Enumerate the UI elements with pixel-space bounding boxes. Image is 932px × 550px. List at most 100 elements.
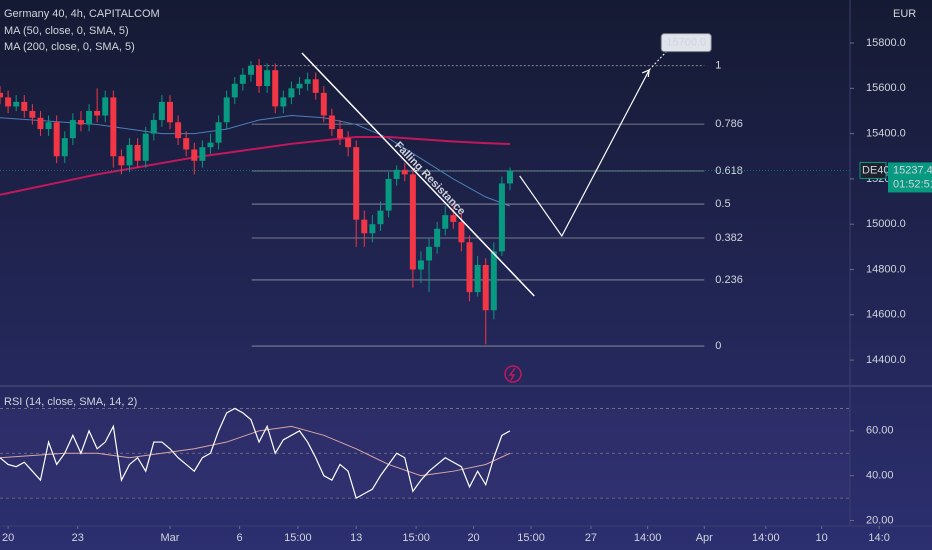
y-tick-label: 14800.0 — [866, 263, 906, 275]
x-tick-label: 14:00 — [634, 532, 662, 544]
x-tick-label: 27 — [585, 532, 597, 544]
candle-body — [442, 215, 449, 229]
y-tick-label: 14600.0 — [866, 309, 906, 321]
candle-body — [102, 97, 109, 116]
candle-body — [507, 170, 513, 184]
symbol-label: DE40 — [862, 164, 890, 176]
candle-body — [45, 122, 52, 130]
fib-label: 0.236 — [715, 274, 743, 286]
fib-label: 0.786 — [715, 118, 743, 130]
candle-body — [239, 74, 246, 84]
callout-box — [660, 33, 712, 53]
candle-body — [77, 120, 84, 125]
chart-title: Germany 40, 4h, CAPITALCOM — [4, 8, 160, 20]
candle-body — [126, 144, 133, 166]
candle-body — [401, 169, 408, 175]
candle-body — [191, 149, 198, 161]
projection — [519, 69, 650, 238]
alert-icon[interactable] — [504, 365, 522, 383]
countdown-label: 01:52:51 — [893, 178, 932, 190]
y-tick-label: 60.00 — [866, 425, 894, 437]
candle-body — [223, 97, 230, 123]
candle-body — [482, 264, 489, 311]
candle-body — [304, 79, 311, 84]
y-tick-label: 14400.0 — [866, 354, 906, 366]
indicator-label: MA (200, close, 0, SMA, 5) — [4, 41, 135, 53]
candle-body — [345, 138, 352, 148]
candle-body — [61, 138, 68, 157]
y-tick-label: 15600.0 — [866, 82, 906, 94]
rsi-line — [0, 407, 511, 499]
x-tick-label: Apr — [696, 532, 713, 544]
callout-connector — [648, 50, 668, 71]
candle-body — [490, 251, 497, 311]
x-tick-label: 15:00 — [517, 532, 545, 544]
candle-body — [37, 117, 44, 130]
x-tick-label: 6 — [237, 532, 243, 544]
candle-body — [353, 147, 360, 220]
candle-body — [385, 178, 392, 211]
candle-body — [183, 138, 190, 150]
price-tag — [888, 162, 932, 193]
candle-body — [466, 242, 473, 293]
x-tick-label: Mar — [161, 532, 180, 544]
x-tick-label: 10 — [816, 532, 828, 544]
x-tick-label: 14:0 — [868, 532, 889, 544]
candle-body — [320, 92, 327, 116]
candle-body — [417, 260, 424, 270]
candle-body — [264, 70, 271, 87]
indicator-label: MA (50, close, 0, SMA, 5) — [4, 25, 129, 37]
candle-body — [142, 133, 149, 161]
x-tick-label: 15:00 — [284, 532, 312, 544]
candle-body — [328, 115, 335, 130]
candle-body — [426, 246, 433, 261]
symbol-tag — [859, 161, 887, 179]
candle-body — [369, 224, 376, 234]
y-tick-label: 15800.0 — [866, 37, 906, 49]
x-tick-label: 20 — [467, 532, 479, 544]
price-label: 15237.4 — [893, 164, 932, 176]
x-tick-label: 20 — [2, 532, 14, 544]
candle-body — [86, 110, 93, 125]
rsi-title: RSI (14, close, SMA, 14, 2) — [4, 396, 137, 408]
candle-body — [110, 97, 117, 157]
candle-body — [21, 101, 28, 111]
candle-body — [0, 92, 3, 98]
candle-body — [231, 83, 238, 98]
x-tick-label: 23 — [72, 532, 84, 544]
candle-body — [377, 210, 384, 225]
x-tick-label: 15:00 — [402, 532, 430, 544]
candle-body — [296, 83, 303, 89]
candle-body — [53, 122, 60, 157]
candle-body — [393, 169, 400, 179]
candle-body — [272, 70, 279, 107]
candle-body — [458, 221, 465, 243]
x-tick-label: 13 — [350, 532, 362, 544]
candle-body — [29, 110, 36, 118]
candle-body — [256, 65, 263, 87]
fib-label: 0 — [715, 340, 721, 352]
candle-body — [13, 101, 20, 107]
candle-body — [207, 142, 214, 148]
candle-body — [247, 65, 254, 75]
candle-body — [434, 228, 441, 247]
candle-body — [474, 264, 481, 293]
moving-average — [0, 136, 511, 196]
candle-body — [312, 79, 319, 93]
y-tick-label: 15000.0 — [866, 218, 906, 230]
y-tick-label: 15400.0 — [866, 128, 906, 140]
candle-body — [288, 88, 295, 98]
x-tick-label: 14:00 — [752, 532, 780, 544]
candle-body — [134, 144, 141, 161]
candle-body — [94, 110, 101, 116]
candle-body — [280, 97, 287, 107]
candle-body — [5, 97, 12, 107]
currency: EUR — [893, 8, 916, 20]
candle-body — [175, 122, 182, 139]
candle-body — [361, 219, 368, 234]
candle-body — [498, 183, 505, 252]
trendline — [301, 52, 535, 297]
candle-body — [409, 174, 416, 270]
candle-body — [118, 156, 125, 166]
